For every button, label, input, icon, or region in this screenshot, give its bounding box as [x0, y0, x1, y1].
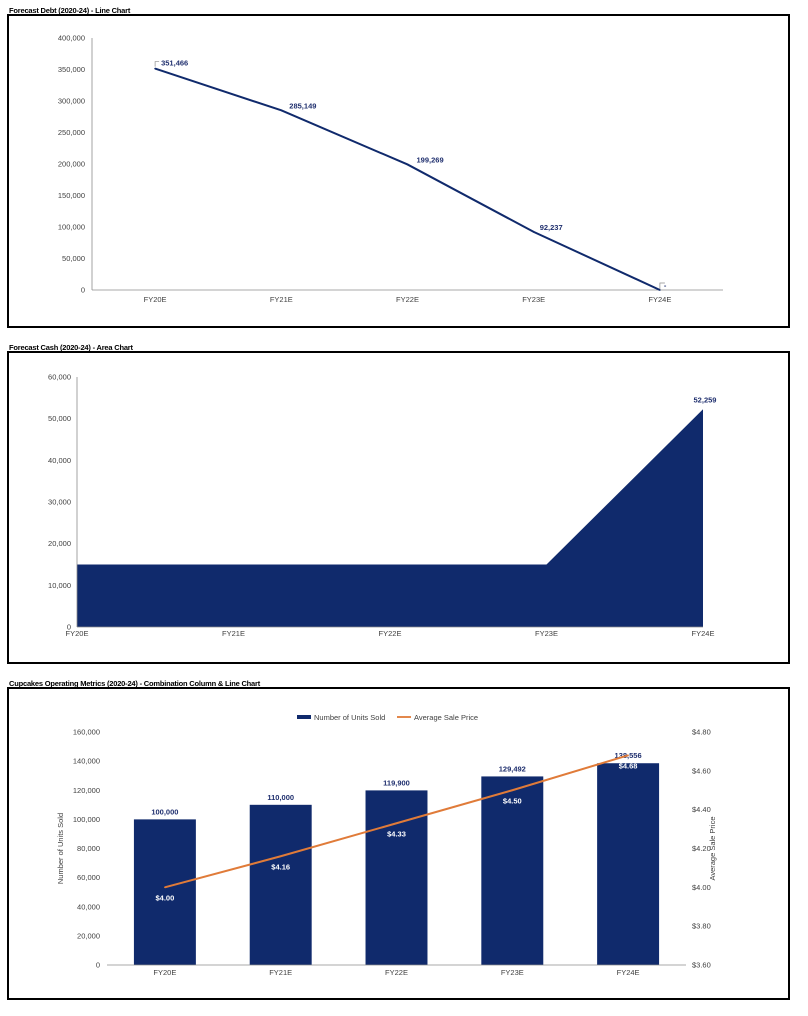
price-point [164, 886, 166, 889]
debt-point [280, 109, 283, 112]
debt-point [532, 231, 535, 233]
y-tick-label: 160,000 [73, 728, 100, 737]
cash-chart-title: Forecast Cash (2020-24) - Area Chart [9, 343, 133, 352]
debt-line-chart: 0 50,000 100,000 150,000 200,000 250,000 300,0… [58, 34, 723, 304]
x-tick-label: FY24E [692, 629, 715, 638]
y-tick-label: 0 [67, 623, 71, 632]
y-tick-label: 350,000 [58, 65, 85, 74]
y2-tick-label: $4.40 [692, 805, 711, 814]
x-tick-label: FY21E [269, 968, 292, 977]
y-tick-label: 140,000 [73, 757, 100, 766]
y-tick-label: 10,000 [48, 581, 71, 590]
debt-data-label: 92,237 [540, 223, 563, 232]
y2-tick-label: $3.60 [692, 961, 711, 970]
y-tick-label: 30,000 [48, 498, 71, 507]
y2-tick-label: $4.00 [692, 883, 711, 892]
y-tick-label: 40,000 [77, 902, 100, 911]
cash-chart-frame: 0 10,000 20,000 30,000 40,000 50,000 60,000 FY2… [7, 351, 790, 664]
debt-chart-title: Forecast Debt (2020-24) - Line Chart [9, 6, 131, 15]
units-data-label: 119,900 [383, 778, 410, 787]
price-point [511, 789, 514, 792]
cash-area-series [77, 409, 703, 627]
units-data-label: 100,000 [151, 807, 178, 816]
y-tick-label: 0 [96, 961, 100, 970]
price-point [279, 855, 282, 858]
y2-tick-label: $4.80 [692, 728, 711, 737]
y2-axis-title: Average Sale Price [708, 816, 717, 880]
y-tick-label: 400,000 [58, 34, 85, 43]
y-tick-label: 300,000 [58, 97, 85, 106]
units-data-label: 129,492 [499, 764, 526, 773]
x-tick-label: FY20E [144, 295, 167, 304]
y-tick-label: 250,000 [58, 128, 85, 137]
price-point [395, 822, 398, 825]
y-tick-label: 120,000 [73, 786, 100, 795]
debt-chart-frame: 0 50,000 100,000 150,000 200,000 250,000 300,0… [7, 14, 790, 328]
debt-data-label: 285,149 [289, 101, 316, 110]
y-tick-label: 80,000 [77, 844, 100, 853]
x-tick-label: FY22E [385, 968, 408, 977]
units-data-label: 110,000 [267, 793, 294, 802]
x-tick-label: FY24E [617, 968, 640, 977]
y-tick-label: 20,000 [48, 539, 71, 548]
price-data-label: $4.68 [619, 761, 638, 770]
price-point [627, 754, 629, 757]
x-tick-label: FY21E [222, 629, 245, 638]
legend-label-units: Number of Units Sold [314, 713, 385, 722]
debt-data-label: - [664, 281, 667, 290]
y-tick-label: 60,000 [48, 373, 71, 382]
x-tick-label: FY22E [379, 629, 402, 638]
price-data-label: $4.00 [156, 893, 175, 902]
price-data-label: $4.33 [387, 829, 406, 838]
units-bar [133, 819, 196, 965]
metrics-chart-frame: Number of Units Sold Average Sale Price 0 2… [7, 687, 790, 1000]
metrics-combo-chart: Number of Units Sold Average Sale Price 0 2… [56, 713, 717, 977]
y2-tick-label: $4.60 [692, 766, 711, 775]
x-tick-label: FY20E [153, 968, 176, 977]
y-tick-label: 100,000 [58, 223, 85, 232]
x-tick-label: FY23E [522, 295, 545, 304]
debt-series-line [154, 67, 661, 291]
units-bar [365, 790, 428, 965]
y-tick-label: 20,000 [77, 931, 100, 940]
debt-data-label: 199,269 [417, 155, 444, 164]
x-tick-label: FY20E [66, 629, 89, 638]
debt-point [659, 289, 661, 291]
debt-label-leader [659, 282, 665, 289]
y-tick-label: 50,000 [48, 414, 71, 423]
debt-data-label: 351,466 [161, 59, 188, 68]
units-bar [481, 776, 544, 965]
metrics-chart-title: Cupcakes Operating Metrics (2020-24) - C… [9, 679, 261, 688]
price-data-label: $4.50 [503, 796, 522, 805]
x-tick-label: FY23E [501, 968, 524, 977]
x-tick-label: FY21E [270, 295, 293, 304]
y-tick-label: 60,000 [77, 873, 100, 882]
cash-data-label: 52,259 [694, 395, 717, 404]
units-bar [597, 763, 660, 965]
debt-point [154, 67, 156, 70]
x-tick-label: FY23E [535, 629, 558, 638]
cash-area-chart: 0 10,000 20,000 30,000 40,000 50,000 60,000 FY2… [48, 373, 717, 639]
y-tick-label: 100,000 [73, 815, 100, 824]
y-tick-label: 150,000 [58, 191, 85, 200]
y-tick-label: 0 [81, 286, 85, 295]
legend-swatch-units [297, 715, 311, 719]
units-bar [249, 804, 312, 965]
debt-point [406, 163, 409, 166]
y2-tick-label: $3.80 [692, 922, 711, 931]
y-tick-label: 200,000 [58, 160, 85, 169]
legend-label-price: Average Sale Price [414, 713, 478, 722]
y-axis-title: Number of Units Sold [56, 813, 65, 884]
price-data-label: $4.16 [271, 862, 290, 871]
x-tick-label: FY24E [648, 295, 671, 304]
y-tick-label: 50,000 [62, 254, 85, 263]
y2-tick-label: $4.20 [692, 844, 711, 853]
x-tick-label: FY22E [396, 295, 419, 304]
y-tick-label: 40,000 [48, 456, 71, 465]
debt-label-leader [154, 61, 160, 67]
